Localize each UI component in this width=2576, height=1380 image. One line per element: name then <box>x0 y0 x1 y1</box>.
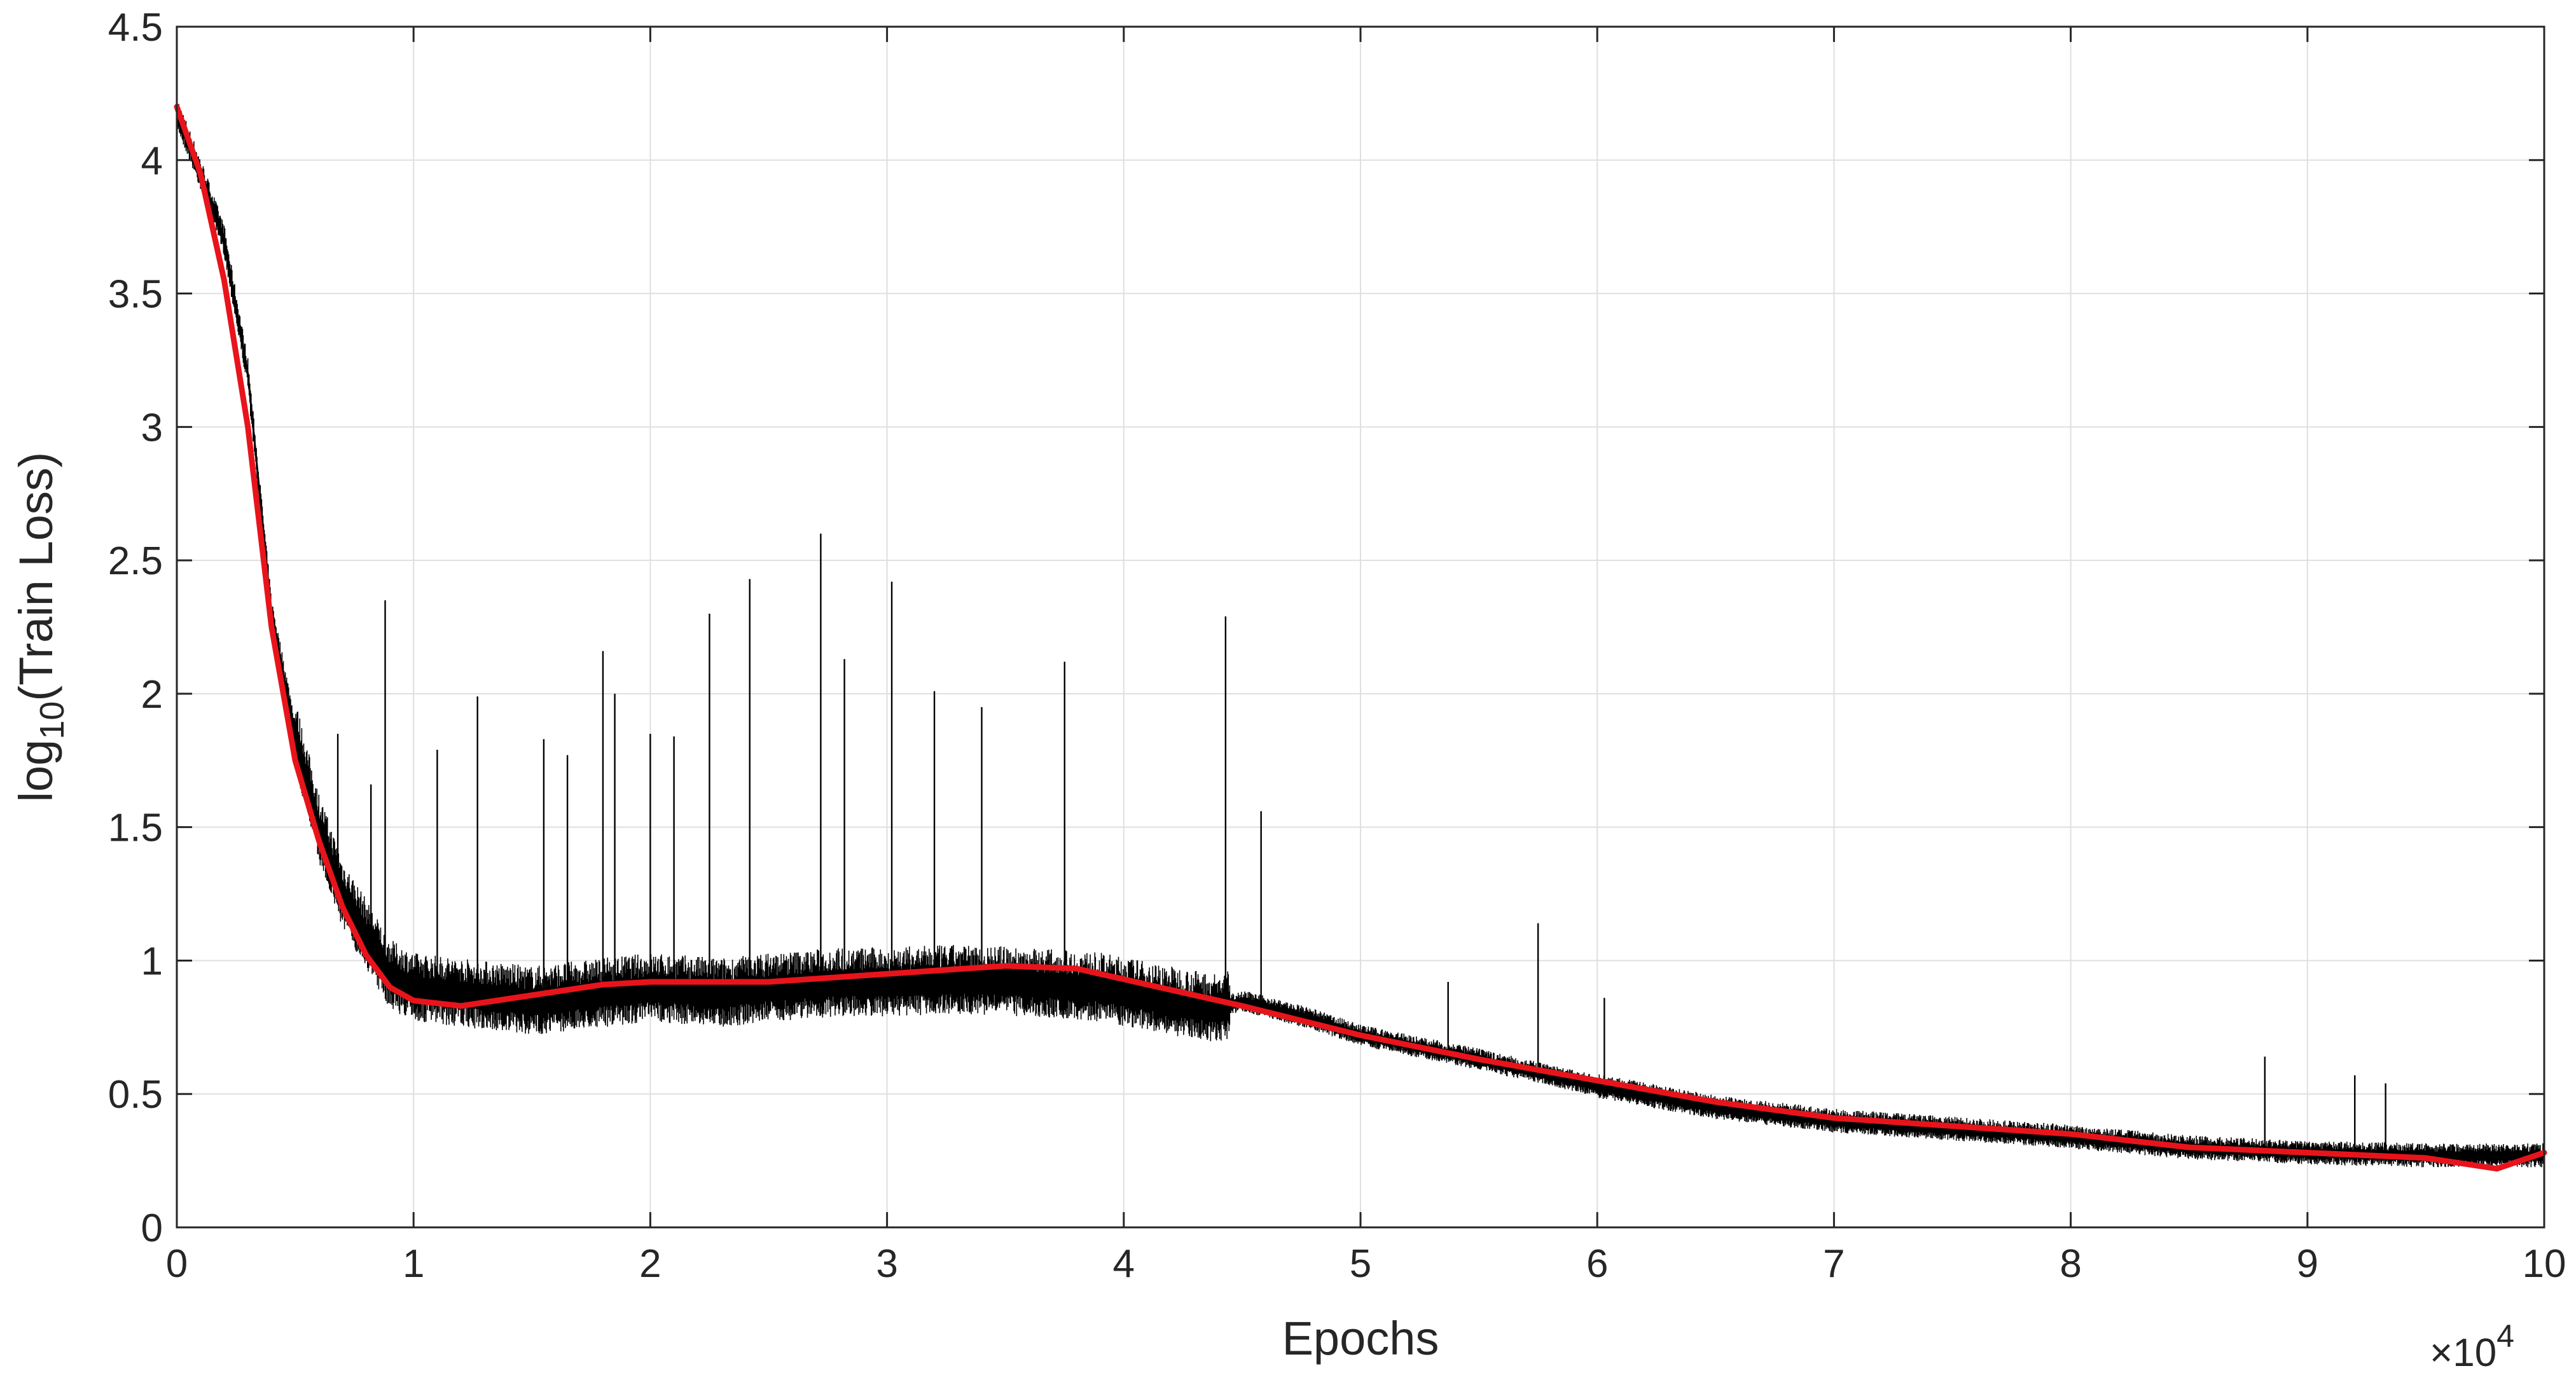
x-tick-label: 1 <box>403 1242 424 1286</box>
x-exponent-label: ×104 <box>2430 1318 2514 1375</box>
x-tick-label: 0 <box>166 1242 188 1286</box>
y-axis-label-subscript: 10 <box>33 701 71 740</box>
x-tick-label: 3 <box>876 1242 897 1286</box>
axis-ticks: 0 1 2 3 4 5 6 7 8 9 10 0 0.5 1 1.5 2 2.5 3 3.5 4 4.5 <box>108 6 2566 1286</box>
y-tick-label: 0 <box>141 1206 163 1250</box>
x-exponent-power: 4 <box>2496 1318 2514 1354</box>
x-axis-label: Epochs <box>1282 1312 1439 1365</box>
x-exponent-times: ×10 <box>2430 1331 2496 1375</box>
y-tick-label: 4 <box>141 139 163 183</box>
smoothed-loss-series <box>174 104 2547 1172</box>
x-tick-label: 4 <box>1113 1242 1135 1286</box>
y-axis-label-rest: (Train Loss) <box>10 452 62 701</box>
x-tick-label: 5 <box>1350 1242 1371 1286</box>
y-tick-label: 2.5 <box>108 539 163 583</box>
x-tick-label: 10 <box>2523 1242 2566 1286</box>
smoothed-loss-line <box>174 104 2547 1172</box>
y-tick-label: 4.5 <box>108 6 163 50</box>
y-tick-label: 3 <box>141 406 163 450</box>
y-tick-label: 0.5 <box>108 1073 163 1117</box>
x-tick-label: 8 <box>2060 1242 2081 1286</box>
x-tick-label: 2 <box>639 1242 661 1286</box>
x-tick-label: 9 <box>2297 1242 2318 1286</box>
y-tick-label: 3.5 <box>108 273 163 317</box>
raw-loss-series <box>176 97 2545 1168</box>
y-tick-label: 1 <box>141 939 163 983</box>
x-tick-label: 6 <box>1586 1242 1608 1286</box>
y-axis-label: log10(Train Loss) <box>10 452 71 803</box>
y-tick-label: 2 <box>141 673 163 717</box>
x-tick-label: 7 <box>1823 1242 1845 1286</box>
grid-lines <box>177 27 2544 1227</box>
y-tick-label: 1.5 <box>108 806 163 850</box>
y-axis-label-base: log <box>10 740 62 803</box>
